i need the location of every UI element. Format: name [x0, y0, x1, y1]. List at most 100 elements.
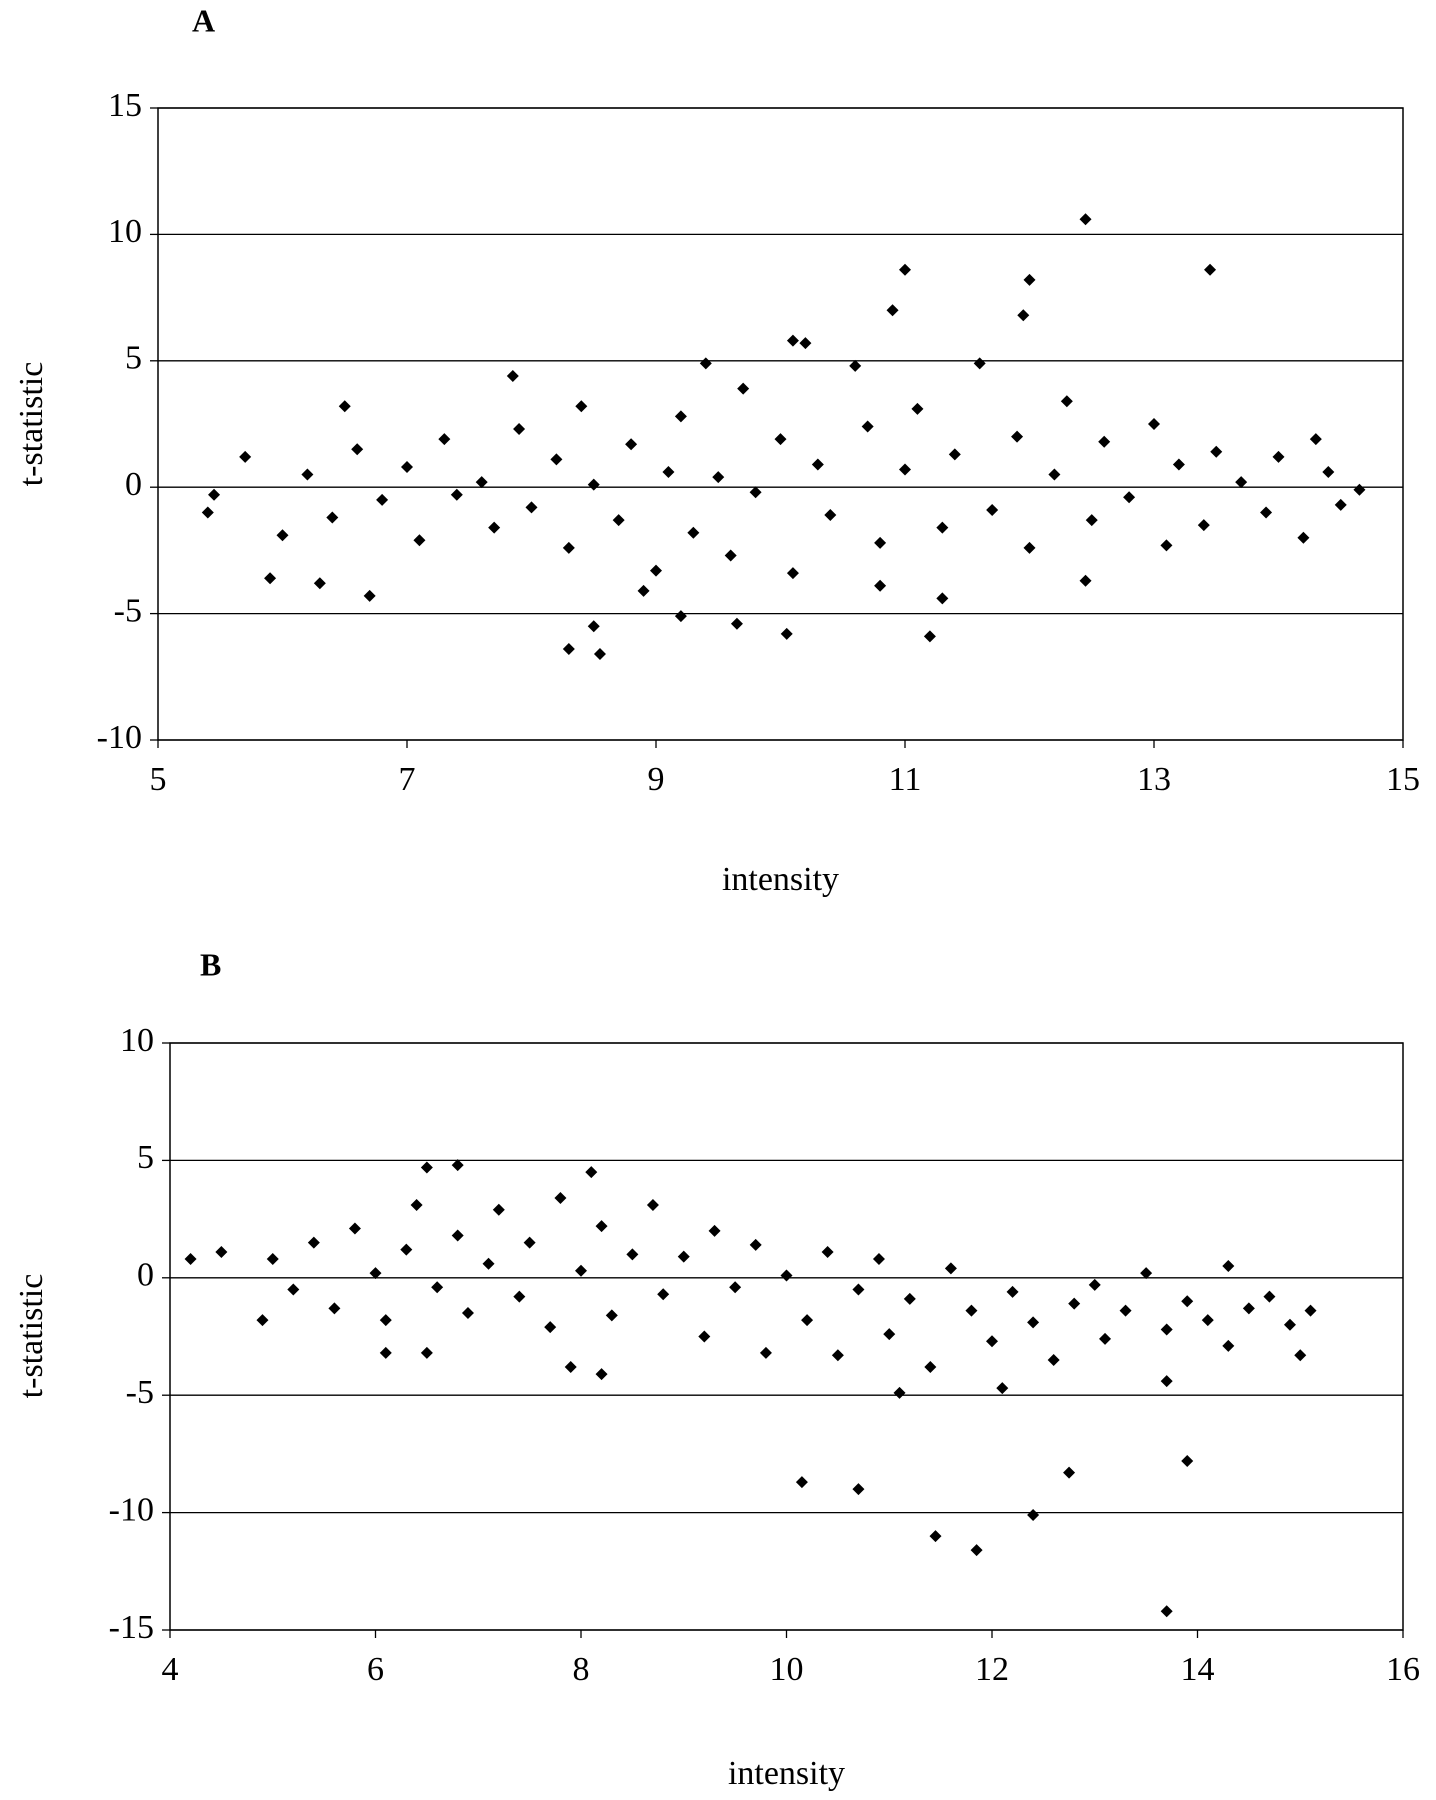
x-tick-label: 16: [1386, 1651, 1420, 1688]
data-point: [1027, 1508, 1040, 1521]
data-point: [1322, 466, 1335, 479]
data-point: [1201, 1314, 1214, 1327]
data-point: [369, 1267, 382, 1280]
data-point: [420, 1161, 433, 1174]
data-point: [585, 1166, 598, 1179]
data-point: [595, 1220, 608, 1233]
data-point: [724, 549, 737, 562]
data-point: [923, 630, 936, 643]
x-tick-label: 11: [889, 761, 922, 798]
data-point: [687, 526, 700, 539]
data-point: [410, 1199, 423, 1212]
data-point: [461, 1307, 474, 1320]
data-point: [1242, 1302, 1255, 1315]
data-point: [554, 1191, 567, 1204]
data-point: [874, 579, 887, 592]
y-tick-label: -5: [114, 592, 142, 629]
data-point: [1119, 1304, 1132, 1317]
data-point: [1079, 213, 1092, 226]
data-point: [1197, 519, 1210, 532]
data-point: [1048, 468, 1061, 481]
data-point: [276, 529, 289, 542]
data-point: [492, 1203, 505, 1216]
data-point: [1222, 1339, 1235, 1352]
data-point: [544, 1321, 557, 1334]
data-point: [451, 1229, 464, 1242]
data-point: [662, 466, 675, 479]
data-point: [821, 1245, 834, 1258]
data-point: [1160, 539, 1173, 552]
data-point: [1098, 435, 1111, 448]
data-point: [924, 1361, 937, 1374]
data-point: [525, 501, 538, 514]
data-point: [575, 400, 588, 413]
y-tick-label: 5: [137, 1139, 154, 1176]
data-point: [287, 1283, 300, 1296]
y-tick-label: 15: [108, 87, 142, 124]
data-point: [475, 476, 488, 489]
y-tick-label: 0: [137, 1257, 154, 1294]
data-point: [786, 567, 799, 580]
data-point: [729, 1281, 742, 1294]
data-point: [1283, 1318, 1296, 1331]
data-point: [1260, 506, 1273, 519]
data-point: [431, 1281, 444, 1294]
x-tick-label: 7: [399, 761, 416, 798]
data-point: [184, 1253, 197, 1266]
data-point: [749, 486, 762, 499]
x-tick-label: 13: [1137, 761, 1171, 798]
data-point: [944, 1262, 957, 1275]
data-point: [1140, 1267, 1153, 1280]
data-point: [215, 1245, 228, 1258]
y-tick-label: 10: [120, 1022, 154, 1059]
data-point: [379, 1314, 392, 1327]
data-point: [1023, 541, 1036, 554]
data-point: [301, 468, 314, 481]
data-point: [1148, 418, 1160, 430]
data-point: [513, 423, 526, 436]
data-point: [657, 1288, 670, 1301]
chart-title: B: [200, 946, 221, 982]
data-point: [1235, 476, 1248, 489]
data-point: [1068, 1297, 1081, 1310]
data-point: [1017, 309, 1030, 322]
data-point: [1222, 1260, 1235, 1273]
data-point: [801, 1314, 814, 1327]
x-tick-label: 14: [1181, 1651, 1215, 1688]
data-point: [674, 610, 687, 623]
data-point: [1204, 263, 1217, 276]
y-axis-label: t-statistic: [13, 1274, 50, 1399]
data-point: [1272, 450, 1285, 463]
data-point: [936, 592, 949, 605]
data-point: [1079, 574, 1092, 587]
data-point: [872, 1253, 885, 1266]
data-point: [883, 1328, 896, 1341]
data-point: [1304, 1304, 1317, 1317]
data-point: [587, 478, 600, 491]
x-tick-label: 9: [648, 761, 665, 798]
y-tick-label: -5: [126, 1374, 154, 1411]
data-point: [698, 1330, 711, 1343]
data-point: [488, 521, 501, 534]
data-point: [208, 488, 221, 501]
data-point: [587, 620, 600, 633]
data-point: [307, 1236, 320, 1249]
data-point: [564, 1361, 577, 1374]
data-point: [749, 1238, 762, 1251]
data-point: [1181, 1454, 1194, 1467]
data-point: [264, 572, 277, 585]
data-point: [482, 1257, 495, 1270]
data-point: [970, 1544, 983, 1557]
data-point: [1099, 1332, 1112, 1345]
data-point: [849, 359, 862, 372]
data-point: [911, 402, 924, 415]
data-point: [986, 1335, 998, 1348]
data-point: [351, 443, 364, 456]
data-point: [786, 334, 799, 347]
data-point: [438, 433, 451, 446]
x-tick-label: 5: [150, 761, 167, 798]
y-tick-label: 5: [125, 340, 142, 377]
data-point: [886, 304, 899, 317]
data-point: [699, 357, 712, 370]
